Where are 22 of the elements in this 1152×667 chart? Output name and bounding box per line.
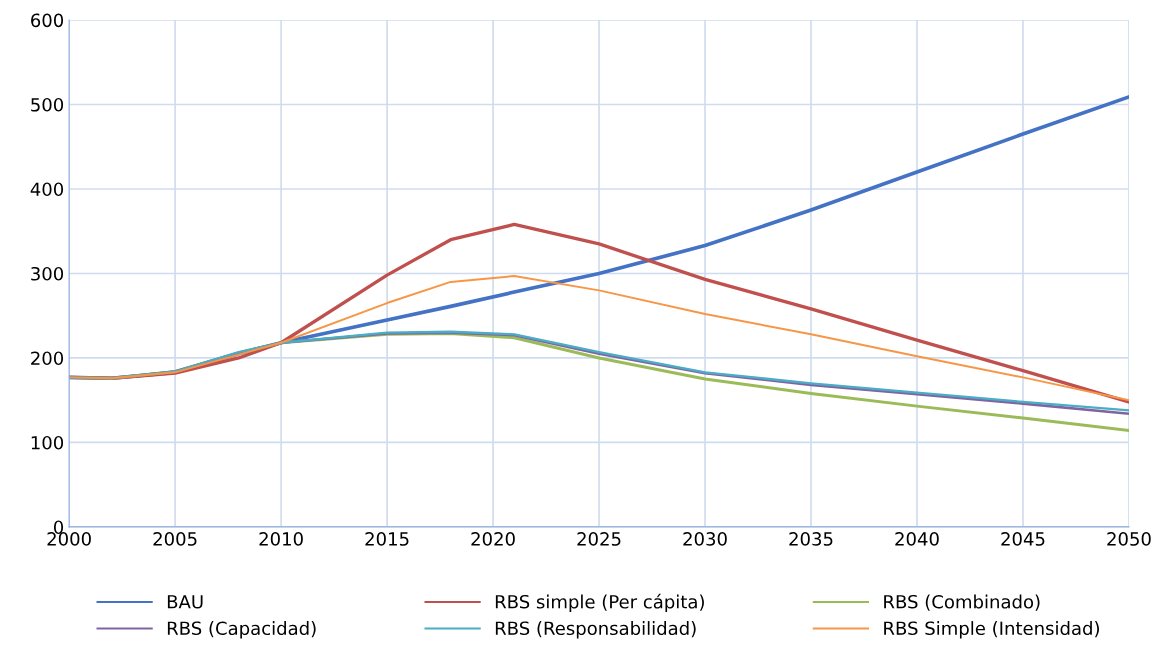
x-tick-label: 2045: [1001, 532, 1045, 546]
x-tick-label: 2050: [1107, 532, 1151, 546]
y-tick-label: 100: [31, 435, 64, 450]
x-tick-label: 2025: [577, 532, 621, 546]
y-tick-label: 300: [31, 266, 64, 281]
legend-label: BAU: [167, 595, 203, 609]
x-tick-label: 2020: [471, 532, 515, 546]
x-tick-label: 2030: [683, 532, 727, 546]
y-tick-label: 400: [30, 182, 64, 197]
x-tick-label: 2010: [259, 532, 303, 546]
legend-label: RBS simple (Per cápita): [495, 593, 704, 613]
legend-label: RBS (Capacidad): [167, 621, 316, 639]
x-tick-label: 2035: [789, 532, 833, 546]
legend-label: RBS (Responsabilidad): [495, 621, 696, 639]
y-tick-label: 600: [31, 13, 64, 28]
legend-label: RBS Simple (Intensidad): [884, 621, 1099, 639]
x-tick-label: 2040: [895, 532, 939, 546]
legend-label: RBS (Combinado): [884, 594, 1040, 611]
x-tick-label: 2015: [365, 532, 409, 546]
x-tick-label: 2005: [153, 532, 197, 546]
y-tick-label: 500: [31, 97, 64, 112]
y-tick-label: 200: [31, 351, 64, 366]
